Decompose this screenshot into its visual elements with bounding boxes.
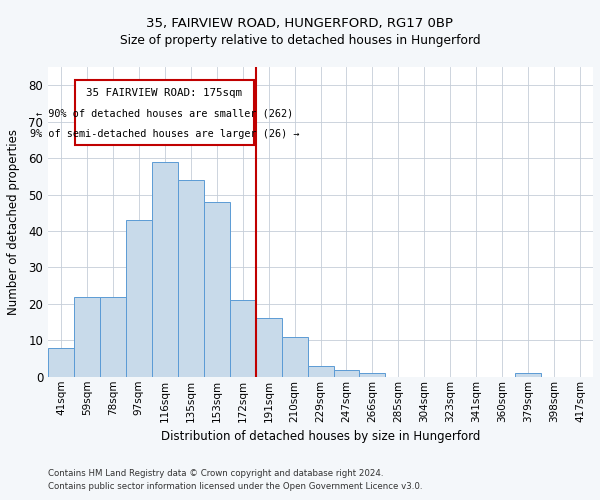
Text: 9% of semi-detached houses are larger (26) →: 9% of semi-detached houses are larger (2… (29, 128, 299, 138)
Bar (74, 296, 100, 377)
Text: Size of property relative to detached houses in Hungerford: Size of property relative to detached ho… (119, 34, 481, 47)
Bar (48, 348, 74, 377)
Text: ← 90% of detached houses are smaller (262): ← 90% of detached houses are smaller (26… (36, 109, 293, 119)
Y-axis label: Number of detached properties: Number of detached properties (7, 129, 20, 315)
Bar (308, 366, 334, 377)
Bar (204, 202, 230, 377)
Bar (75, 80, 254, 146)
Bar (281, 336, 308, 377)
Bar (178, 180, 204, 377)
Text: Contains HM Land Registry data © Crown copyright and database right 2024.: Contains HM Land Registry data © Crown c… (48, 468, 383, 477)
Bar (152, 162, 178, 377)
Bar (230, 300, 256, 377)
Text: 35, FAIRVIEW ROAD, HUNGERFORD, RG17 0BP: 35, FAIRVIEW ROAD, HUNGERFORD, RG17 0BP (146, 18, 454, 30)
Bar (100, 296, 126, 377)
Bar (256, 318, 281, 377)
Bar (126, 220, 152, 377)
Bar (359, 373, 385, 377)
Bar (334, 370, 359, 377)
Text: Contains public sector information licensed under the Open Government Licence v3: Contains public sector information licen… (48, 482, 422, 491)
Text: 35 FAIRVIEW ROAD: 175sqm: 35 FAIRVIEW ROAD: 175sqm (86, 88, 242, 98)
X-axis label: Distribution of detached houses by size in Hungerford: Distribution of detached houses by size … (161, 430, 480, 443)
Bar (515, 373, 541, 377)
